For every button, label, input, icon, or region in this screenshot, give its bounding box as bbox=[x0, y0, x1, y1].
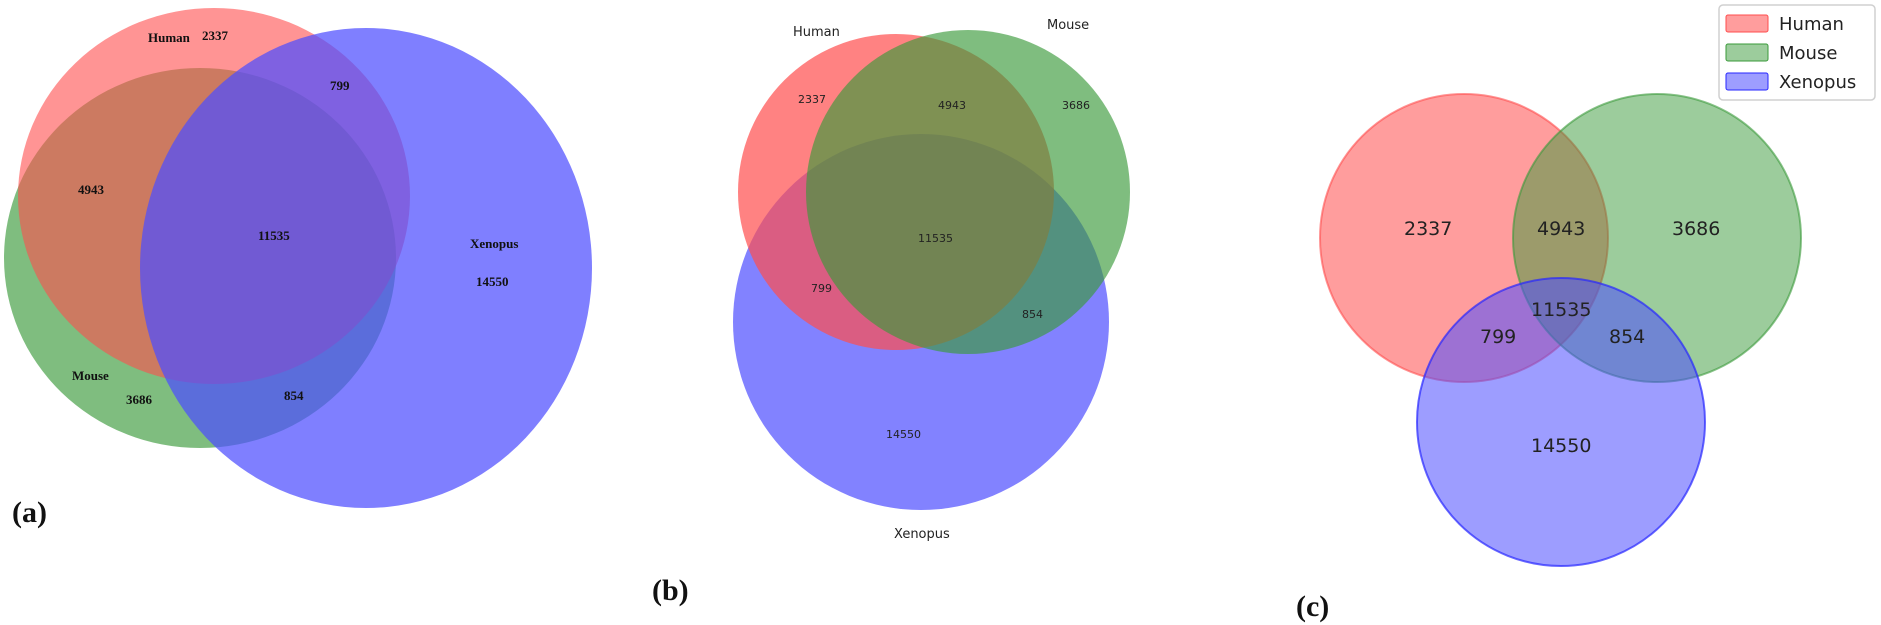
panel-b-venn: Human Mouse 2337 4943 3686 11535 799 854… bbox=[652, 18, 1130, 607]
panel-b-mouse-label: Mouse bbox=[1047, 18, 1089, 33]
panel-c-all-three-count: 11535 bbox=[1531, 299, 1591, 321]
legend-label-human: Human bbox=[1779, 14, 1844, 35]
panel-b-mouse-xenopus-count: 854 bbox=[1022, 308, 1043, 321]
panel-a-human-label: Human bbox=[148, 30, 191, 45]
legend-swatch-xenopus bbox=[1725, 72, 1769, 91]
panel-b-human-only-count: 2337 bbox=[798, 93, 826, 106]
panel-c-human-xenopus-count: 799 bbox=[1480, 326, 1516, 348]
panel-a-human-only-count: 2337 bbox=[202, 28, 229, 43]
panel-b-all-three-count: 11535 bbox=[918, 232, 953, 245]
panel-c-venn: 2337 4943 3686 11535 799 854 14550 (c) bbox=[1296, 93, 1802, 623]
panel-a-human-xenopus-count: 799 bbox=[330, 78, 350, 93]
panel-a-venn: Human 2337 799 4943 11535 Xenopus 14550 … bbox=[4, 8, 592, 529]
panel-a-human-mouse-count: 4943 bbox=[78, 182, 105, 197]
legend: Human Mouse Xenopus bbox=[1718, 4, 1876, 101]
panel-c-label: (c) bbox=[1296, 590, 1329, 623]
panel-a-mouse-label: Mouse bbox=[72, 368, 109, 383]
panel-a-label: (a) bbox=[12, 496, 47, 529]
panel-b-xenopus-only-count: 14550 bbox=[886, 428, 921, 441]
legend-label-mouse: Mouse bbox=[1779, 43, 1837, 64]
legend-swatch-mouse bbox=[1725, 43, 1769, 62]
panel-b-mouse-circle bbox=[806, 30, 1130, 354]
panel-b-human-label: Human bbox=[793, 25, 840, 40]
panel-a-xenopus-only-count: 14550 bbox=[476, 274, 509, 289]
panel-b-xenopus-label: Xenopus bbox=[894, 527, 950, 542]
panel-b-mouse-only-count: 3686 bbox=[1062, 99, 1090, 112]
legend-swatch-human bbox=[1725, 14, 1769, 33]
legend-label-xenopus: Xenopus bbox=[1779, 72, 1856, 93]
panel-c-mouse-only-count: 3686 bbox=[1672, 218, 1720, 240]
panel-c-mouse-xenopus-count: 854 bbox=[1609, 326, 1645, 348]
panel-c-human-only-count: 2337 bbox=[1404, 218, 1452, 240]
panel-c-xenopus-circle bbox=[1416, 277, 1706, 567]
panel-c-xenopus-only-count: 14550 bbox=[1531, 435, 1591, 457]
panel-b-human-xenopus-count: 799 bbox=[811, 282, 832, 295]
panel-a-mouse-xenopus-count: 854 bbox=[284, 388, 304, 403]
panel-a-xenopus-circle bbox=[140, 28, 592, 508]
panel-c-human-mouse-count: 4943 bbox=[1537, 218, 1585, 240]
panel-a-mouse-only-count: 3686 bbox=[126, 392, 153, 407]
panel-a-xenopus-label: Xenopus bbox=[470, 236, 518, 251]
panel-b-human-mouse-count: 4943 bbox=[938, 99, 966, 112]
panel-a-all-three-count: 11535 bbox=[258, 228, 290, 243]
panel-b-label: (b) bbox=[652, 574, 689, 607]
